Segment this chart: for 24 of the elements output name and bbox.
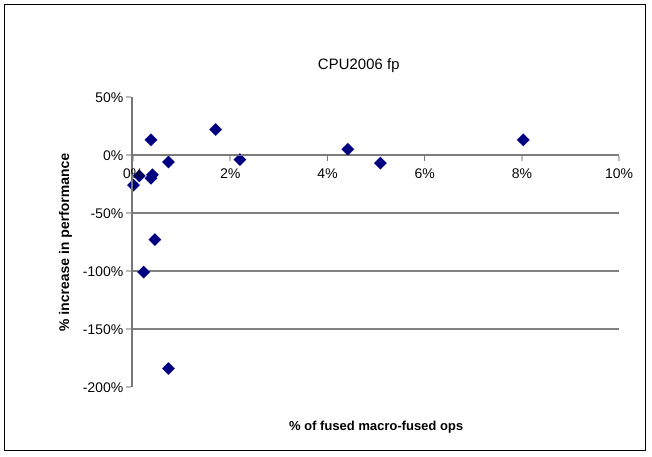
- point: [144, 133, 158, 146]
- point: [162, 362, 175, 375]
- point: [233, 153, 246, 166]
- y-axis-title: % increase in performance: [56, 152, 72, 332]
- point: [148, 233, 162, 246]
- y-tick-label: -100%: [82, 262, 124, 279]
- point: [137, 266, 150, 279]
- point: [516, 133, 530, 146]
- point: [341, 142, 354, 156]
- y-tick-label: 50%: [95, 88, 124, 105]
- point: [209, 122, 222, 136]
- x-tick-label: 2%: [220, 164, 240, 181]
- y-tick-label: 0%: [102, 146, 124, 163]
- x-axis-title: % of fused macro-fused ops: [289, 418, 464, 433]
- x-tick-label: 4%: [317, 164, 338, 181]
- point: [162, 155, 175, 168]
- y-tick-label: -150%: [82, 320, 124, 337]
- point: [374, 156, 387, 170]
- y-tick-label: -200%: [82, 378, 124, 395]
- y-tick-label: -50%: [90, 204, 124, 221]
- x-tick-label: 10%: [604, 164, 634, 181]
- chart-title: CPU2006 fp: [318, 56, 400, 74]
- x-tick-label: 6%: [414, 164, 435, 181]
- x-tick-label: 8%: [512, 164, 532, 181]
